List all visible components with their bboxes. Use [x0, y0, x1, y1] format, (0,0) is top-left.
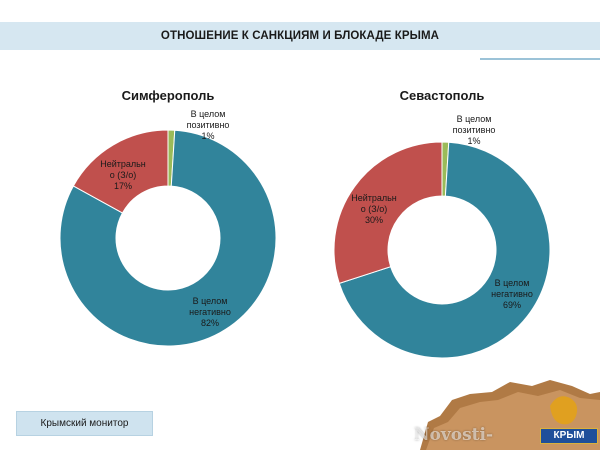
label-text: Нейтральн — [100, 159, 146, 169]
slice-neutral — [333, 141, 443, 285]
label-value: 69% — [502, 300, 521, 310]
label-sevastopol-neutral: Нейтральн о (З/о) 30% — [343, 193, 405, 226]
label-text: Нейтральн — [351, 193, 397, 203]
label-value: 1% — [201, 131, 215, 141]
label-text: позитивно — [452, 125, 496, 135]
chart-title-sevastopol: Севастополь — [399, 88, 485, 103]
label-text: В целом — [192, 296, 228, 306]
header-underline — [480, 58, 600, 60]
slice-negative — [59, 129, 277, 347]
label-text: негативно — [189, 307, 231, 317]
label-value: 17% — [113, 181, 132, 191]
label-text: позитивно — [186, 120, 230, 130]
slice-negative — [338, 141, 551, 359]
label-text: В целом — [494, 278, 530, 288]
label-sevastopol-negative: В целом негативно 69% — [480, 278, 544, 311]
header-bar: ОТНОШЕНИЕ К САНКЦИЯМ И БЛОКАДЕ КРЫМА — [0, 22, 600, 50]
label-text: о (З/о) — [360, 204, 388, 214]
label-simferopol-positive: В целом позитивно 1% — [178, 109, 238, 142]
donut-chart-simferopol — [59, 129, 277, 347]
page-title: ОТНОШЕНИЕ К САНКЦИЯМ И БЛОКАДЕ КРЫМА — [160, 30, 440, 42]
label-text: В целом — [190, 109, 226, 119]
donut-chart-sevastopol — [333, 141, 551, 359]
label-value: 1% — [467, 136, 481, 146]
chart-title-simferopol: Симферополь — [121, 88, 215, 103]
brand-logo: КРЫМ — [540, 428, 598, 444]
footer-label: Крымский монитор — [16, 411, 153, 436]
slice-neutral — [72, 129, 169, 214]
label-simferopol-negative: В целом негативно 82% — [178, 296, 242, 329]
label-text: негативно — [491, 289, 533, 299]
label-value: 30% — [364, 215, 383, 225]
label-text: о (З/о) — [109, 170, 137, 180]
label-value: 82% — [200, 318, 219, 328]
label-text: В целом — [456, 114, 492, 124]
label-simferopol-neutral: Нейтральн о (З/о) 17% — [92, 159, 154, 192]
watermark-text: Novosti- — [414, 425, 494, 445]
label-sevastopol-positive: В целом позитивно 1% — [443, 114, 505, 147]
